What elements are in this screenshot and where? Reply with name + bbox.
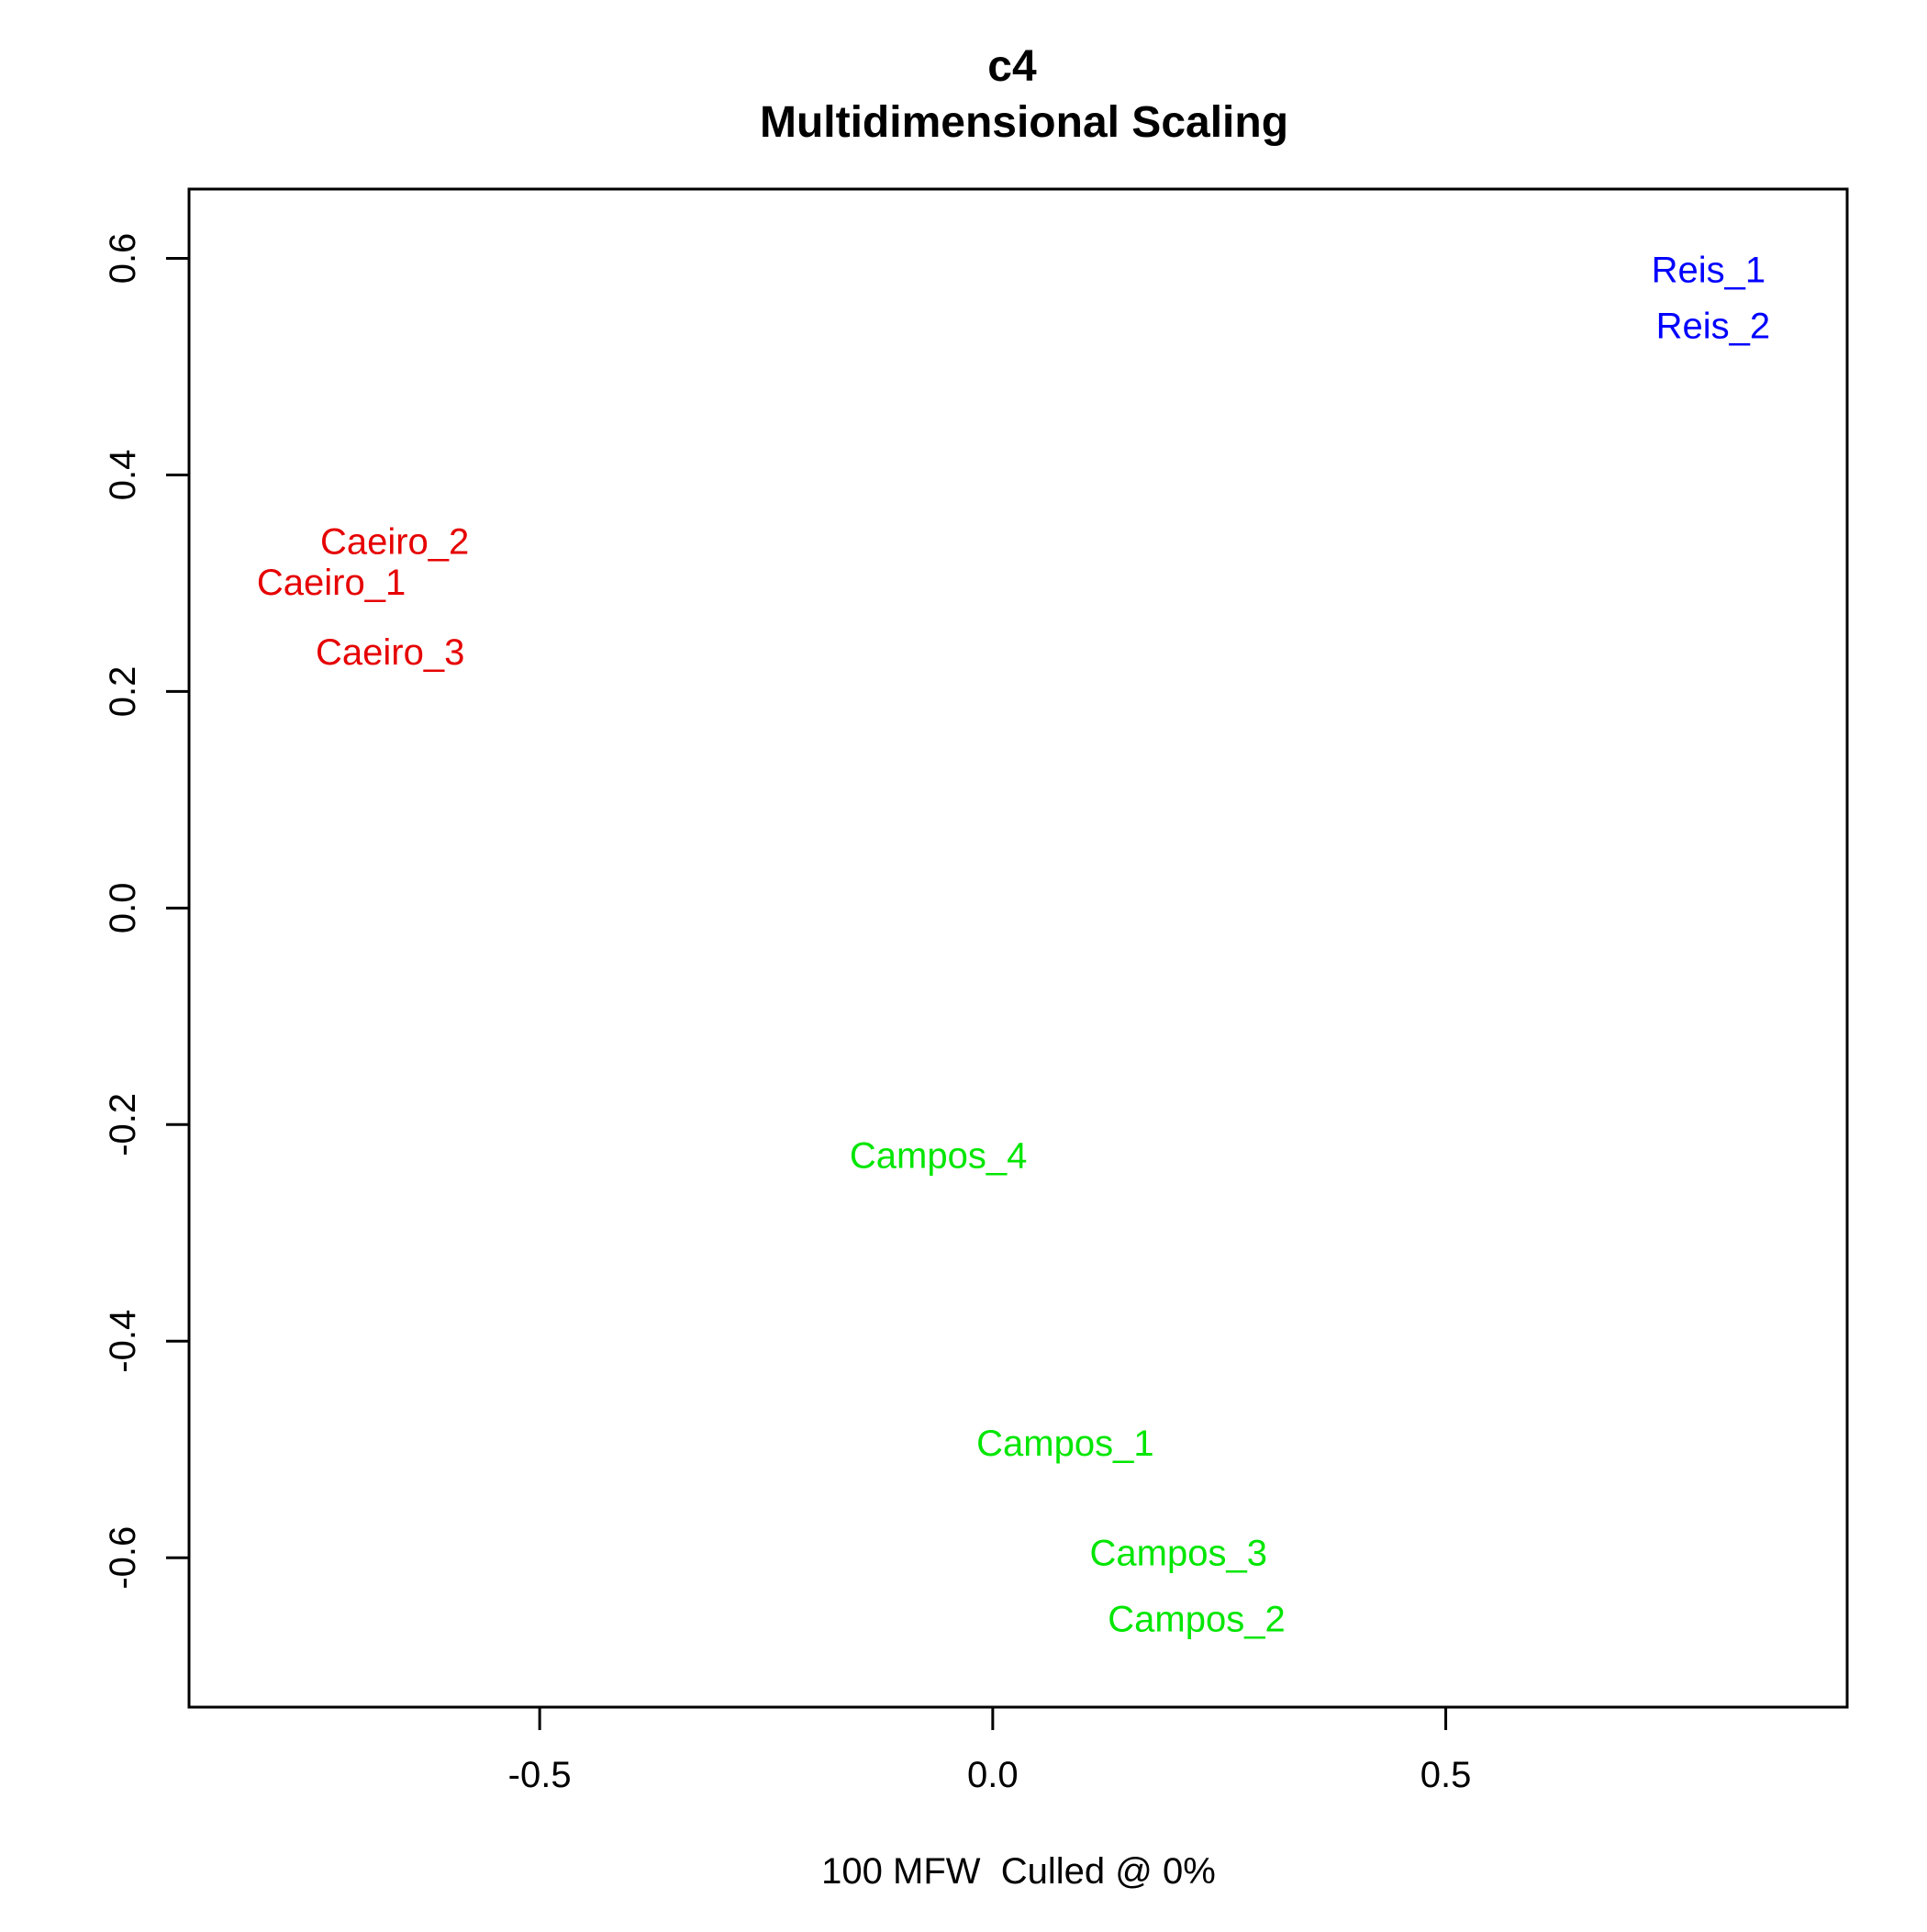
y-tick-label: -0.4 [103, 1310, 143, 1373]
point-label: Reis_1 [1652, 250, 1766, 290]
point-label: Campos_3 [1090, 1533, 1267, 1573]
y-tick-label: 0.2 [103, 666, 143, 718]
y-tick-label: -0.2 [103, 1093, 143, 1156]
x-tick-label: -0.5 [508, 1755, 572, 1795]
point-label: Caeiro_1 [257, 563, 406, 603]
y-tick-label: 0.4 [103, 450, 143, 501]
point-label: Campos_4 [850, 1135, 1027, 1176]
point-label: Caeiro_3 [316, 632, 464, 673]
point-label: Caeiro_2 [320, 521, 469, 562]
point-label: Campos_1 [976, 1424, 1153, 1464]
x-tick-label: 0.0 [967, 1755, 1019, 1795]
point-label: Reis_2 [1656, 307, 1771, 347]
point-label: Campos_2 [1108, 1599, 1285, 1639]
y-tick-label: 0.6 [103, 233, 143, 285]
y-axis: -0.6 -0.4 -0.2 0.0 0.2 0.4 0.6 [103, 233, 191, 1590]
y-tick-label: -0.6 [103, 1526, 143, 1590]
x-axis-label: 100 MFW Culled @ 0% [821, 1851, 1216, 1892]
x-tick-label: 0.5 [1420, 1755, 1472, 1795]
x-axis: -0.5 0.0 0.5 [508, 1705, 1472, 1795]
y-tick-label: 0.0 [103, 883, 143, 934]
chart-title: c4 [987, 42, 1037, 91]
chart-subtitle: Multidimensional Scaling [760, 98, 1288, 147]
